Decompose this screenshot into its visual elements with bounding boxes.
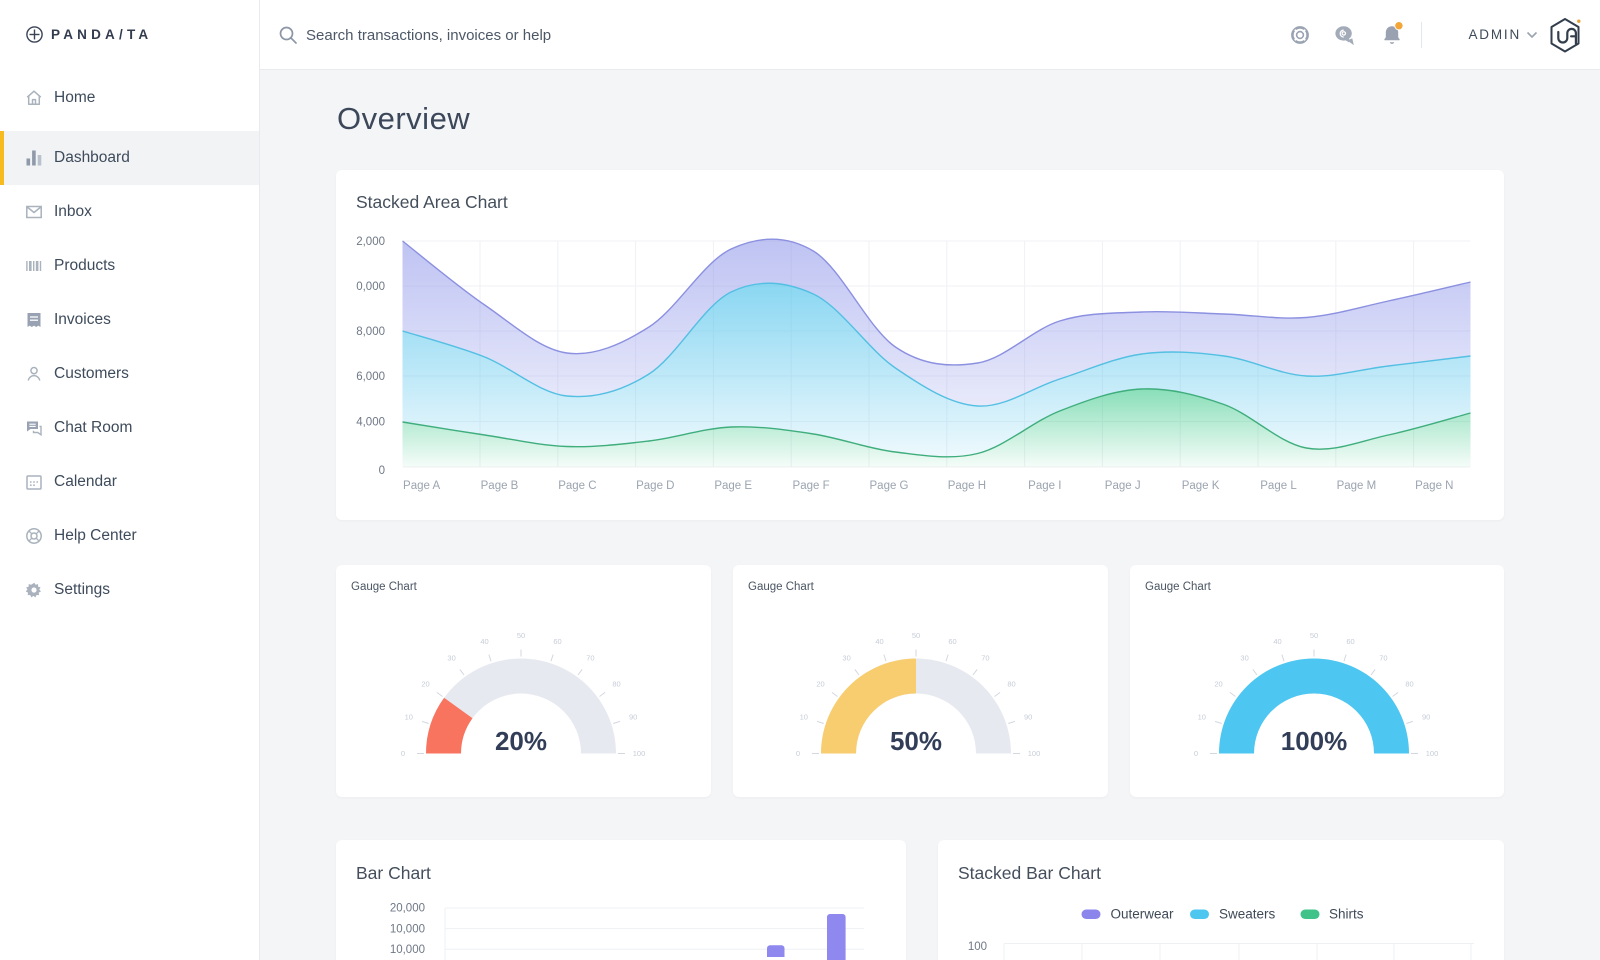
svg-text:Page G: Page G [870,480,909,492]
svg-text:10,000: 10,000 [390,944,425,956]
svg-text:Page L: Page L [1260,480,1297,492]
svg-text:Page A: Page A [403,480,440,492]
svg-text:100: 100 [968,941,987,953]
svg-text:Page D: Page D [636,480,674,492]
svg-text:Page C: Page C [558,480,596,492]
svg-text:Outerwear: Outerwear [1111,907,1175,922]
svg-text:Page H: Page H [948,480,986,492]
svg-text:Page B: Page B [481,480,519,492]
svg-text:6,000: 6,000 [356,371,385,383]
svg-text:Page J: Page J [1105,480,1141,492]
svg-text:Page I: Page I [1028,480,1061,492]
svg-text:20,000: 20,000 [390,903,425,915]
svg-text:Page K: Page K [1182,480,1220,492]
svg-text:Page M: Page M [1337,480,1377,492]
svg-text:8,000: 8,000 [356,326,385,338]
svg-text:Sweaters: Sweaters [1219,907,1276,922]
svg-text:Page F: Page F [793,480,830,492]
svg-text:10,000: 10,000 [390,924,425,936]
svg-text:4,000: 4,000 [356,417,385,429]
svg-text:2,000: 2,000 [356,236,385,248]
svg-text:0,000: 0,000 [356,281,385,293]
svg-text:0: 0 [379,465,385,477]
svg-text:Shirts: Shirts [1329,907,1364,922]
svg-text:Page E: Page E [714,480,752,492]
svg-text:Page N: Page N [1415,480,1453,492]
